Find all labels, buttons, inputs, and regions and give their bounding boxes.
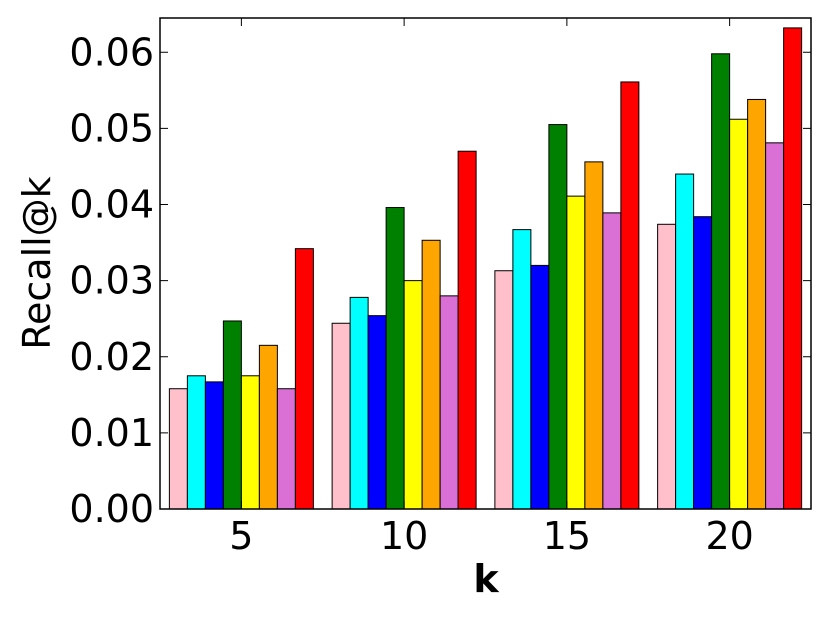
- x-axis-title: k: [473, 557, 499, 601]
- y-axis-title: Recall@k: [15, 176, 59, 349]
- bar-series-7-k-10: [439, 295, 459, 510]
- y-tick-label: 0.06: [69, 30, 154, 74]
- bar-series-4-k-10: [385, 207, 405, 510]
- bar-series-2-k-10: [349, 296, 369, 510]
- ticks-layer: 0.00 0.01 0.02 0.03 0.04 0.05 0.06 5 10 15 20: [69, 18, 811, 558]
- bar-series-7-k-20: [765, 142, 785, 510]
- bar-series-1-k-15: [494, 270, 514, 510]
- bar-series-8-k-10: [457, 150, 477, 510]
- bar-series-5-k-15: [566, 195, 586, 510]
- bar-series-4-k-20: [711, 53, 731, 510]
- x-tick-label: 5: [229, 514, 253, 558]
- plot-frame: [159, 17, 812, 510]
- bar-series-1-k-20: [657, 223, 677, 510]
- bar-series-4-k-5: [222, 320, 242, 510]
- bar-series-2-k-15: [512, 229, 532, 510]
- y-tick-label: 0.00: [69, 487, 154, 531]
- bar-series-4-k-15: [548, 124, 568, 510]
- y-tick-label: 0.01: [69, 411, 154, 455]
- bar-series-7-k-5: [276, 388, 296, 510]
- y-tick-label: 0.02: [69, 335, 154, 379]
- bar-series-5-k-10: [403, 280, 423, 510]
- bar-series-6-k-5: [258, 344, 278, 510]
- bar-series-6-k-15: [584, 161, 604, 510]
- bar-series-3-k-15: [530, 264, 550, 510]
- x-tick-label: 15: [543, 514, 591, 558]
- bar-series-8-k-20: [783, 27, 803, 510]
- x-tick-label: 20: [705, 514, 753, 558]
- bars-layer: [168, 27, 803, 510]
- bar-series-1-k-10: [331, 322, 351, 510]
- bar-series-3-k-5: [204, 381, 224, 510]
- bar-series-8-k-15: [620, 81, 640, 510]
- bar-series-5-k-20: [729, 118, 749, 510]
- bar-series-2-k-5: [186, 375, 206, 510]
- bar-series-6-k-20: [747, 98, 767, 510]
- bar-series-6-k-10: [421, 239, 441, 510]
- y-tick-label: 0.05: [69, 106, 154, 150]
- bar-series-7-k-15: [602, 212, 622, 510]
- bar-series-3-k-10: [367, 315, 387, 510]
- y-tick-label: 0.03: [69, 259, 154, 303]
- bar-series-3-k-20: [693, 216, 713, 510]
- y-tick-label: 0.04: [69, 183, 154, 227]
- bar-series-2-k-20: [675, 173, 695, 510]
- x-tick-label: 10: [380, 514, 428, 558]
- bar-series-5-k-5: [240, 375, 260, 510]
- bar-series-8-k-5: [294, 248, 314, 510]
- bar-series-1-k-5: [168, 388, 188, 510]
